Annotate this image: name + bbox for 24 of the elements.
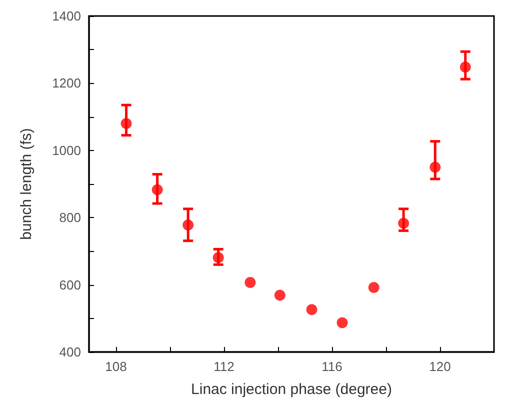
x-tick-label: 112: [214, 359, 234, 374]
y-tick-label: 1200: [52, 76, 81, 91]
point: [336, 317, 348, 328]
point: [274, 290, 286, 301]
y-tick-label: 800: [59, 210, 81, 226]
y-tick-label: 400: [59, 344, 81, 360]
point: [430, 162, 441, 173]
y-axis-title: bunch length (fs): [18, 128, 35, 240]
point: [368, 282, 380, 293]
point: [182, 219, 194, 230]
point: [152, 184, 163, 196]
x-tick-label: 120: [429, 359, 451, 374]
point: [398, 218, 410, 229]
y-tick-label: 1400: [52, 8, 81, 24]
x-axis-title: Linac injection phase (degree): [191, 381, 392, 398]
point: [212, 252, 224, 264]
x-tick-label: 108: [105, 359, 127, 374]
x-tick-label: 116: [322, 359, 342, 374]
y-tick-label: 600: [59, 277, 81, 292]
point: [460, 62, 471, 73]
point: [306, 304, 318, 316]
point: [244, 276, 256, 288]
point: [120, 118, 132, 130]
y-tick-label: 1000: [52, 142, 81, 158]
